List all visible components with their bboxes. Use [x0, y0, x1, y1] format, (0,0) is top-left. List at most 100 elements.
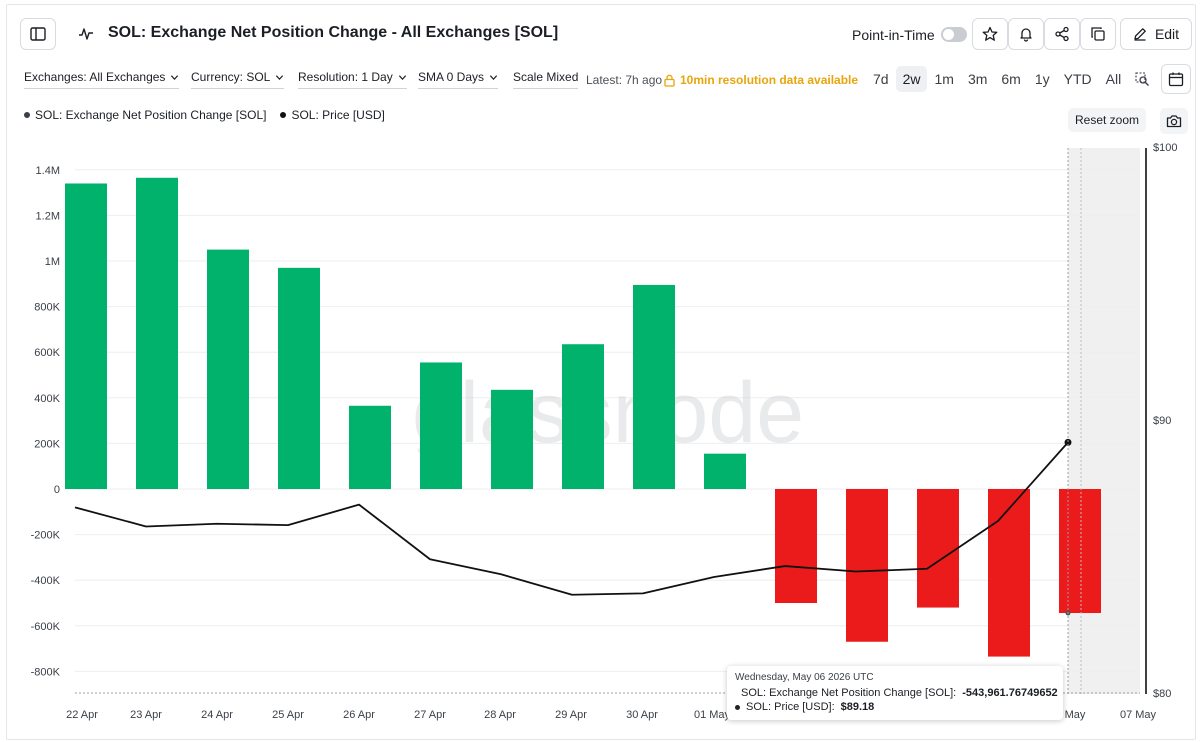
bar-series — [65, 177, 1101, 657]
lock-icon — [664, 74, 675, 87]
zoom-select-button[interactable] — [1128, 66, 1157, 92]
tooltip-date: Wednesday, May 06 2026 UTC — [735, 672, 874, 683]
calendar-icon — [1168, 72, 1184, 87]
currency-dropdown[interactable]: Currency: SOL — [191, 70, 285, 89]
bar-05-may[interactable] — [988, 489, 1030, 657]
legend-label: SOL: Price [USD] — [291, 108, 385, 122]
point-in-time-toggle[interactable] — [941, 27, 967, 42]
y-left-tick-label: -800K — [31, 666, 61, 678]
activity-icon — [79, 28, 93, 40]
grid-lines — [75, 169, 1140, 672]
camera-icon — [1166, 115, 1182, 128]
point-in-time-label: Point-in-Time — [852, 27, 935, 43]
bar-22-apr[interactable] — [65, 183, 107, 490]
x-tick-label: 28 Apr — [484, 709, 516, 721]
bar-23-apr[interactable] — [136, 177, 178, 489]
y-left-tick-label: 800K — [34, 302, 60, 314]
x-tick-label: 27 Apr — [414, 709, 446, 721]
share-button[interactable] — [1044, 18, 1080, 50]
latest-update-text: Latest: 7h ago — [586, 73, 663, 87]
x-tick-label: 25 Apr — [272, 709, 304, 721]
x-tick-label: 30 Apr — [626, 709, 658, 721]
duplicate-button[interactable] — [1080, 18, 1116, 50]
sidebar-icon — [30, 27, 46, 41]
exchanges-dropdown[interactable]: Exchanges: All Exchanges — [24, 70, 180, 89]
scale-dropdown[interactable]: Scale Mixed — [513, 70, 579, 89]
bar-02-may[interactable] — [775, 489, 817, 603]
price-point-highlight[interactable] — [1064, 438, 1072, 446]
x-tick-label: 26 Apr — [343, 709, 375, 721]
zoom-area-icon — [1135, 71, 1150, 86]
exchanges-label: Exchanges: All Exchanges — [24, 70, 166, 84]
chart-tooltip: Wednesday, May 06 2026 UTC SOL: Exchange… — [727, 666, 1063, 720]
y-right-tick-label: $100 — [1153, 142, 1177, 154]
bar-26-apr[interactable] — [349, 405, 391, 489]
bar-24-apr[interactable] — [207, 249, 249, 489]
y-left-tick-label: -600K — [31, 621, 61, 633]
range-1m[interactable]: 1m — [934, 71, 954, 87]
price-line[interactable] — [74, 441, 1069, 596]
range-3m[interactable]: 3m — [967, 71, 988, 87]
chart-legend: SOL: Exchange Net Position Change [SOL] … — [24, 108, 385, 122]
x-tick-label: 22 Apr — [66, 709, 98, 721]
y-left-tick-label: 1M — [45, 256, 60, 268]
date-picker-button[interactable] — [1161, 64, 1191, 94]
page-title: SOL: Exchange Net Position Change - All … — [108, 24, 559, 41]
y-left-tick-label: 200K — [34, 438, 60, 450]
favorite-button[interactable] — [972, 18, 1008, 50]
range-ytd[interactable]: YTD — [1063, 71, 1092, 87]
tooltip-value: -543,961.76749652 — [962, 687, 1058, 699]
y-right-tick-label: $90 — [1153, 415, 1171, 427]
chevron-down-icon — [276, 74, 284, 80]
range-2w[interactable]: 2w — [895, 66, 928, 92]
range-6m[interactable]: 6m — [1001, 71, 1021, 87]
x-axis: 22 Apr 23 Apr 24 Apr 25 Apr 26 Apr 27 Apr 28 A… — [66, 709, 1156, 721]
bar-25-apr[interactable] — [278, 267, 320, 489]
x-tick-label: 07 May — [1120, 709, 1157, 721]
range-1y[interactable]: 1y — [1034, 71, 1050, 87]
tooltip-row-net-position: SOL: Exchange Net Position Change [SOL]:… — [735, 686, 1058, 700]
edit-button[interactable]: Edit — [1120, 18, 1192, 50]
legend-label: SOL: Exchange Net Position Change [SOL] — [35, 108, 267, 122]
y-left-tick-label: 1.4M — [36, 165, 60, 177]
range-7d[interactable]: 7d — [873, 71, 889, 87]
resolution-dropdown[interactable]: Resolution: 1 Day — [298, 70, 407, 89]
bar-01-may[interactable] — [704, 453, 746, 489]
y-left-tick-label: 600K — [34, 347, 60, 359]
bar-06-may[interactable] — [1059, 489, 1101, 614]
star-icon — [982, 26, 998, 41]
alert-button[interactable] — [1008, 18, 1044, 50]
screenshot-button[interactable] — [1160, 108, 1188, 134]
x-tick-label: May — [1065, 709, 1086, 721]
bar-29-apr[interactable] — [562, 344, 604, 489]
x-tick-label: 01 May — [694, 709, 731, 721]
x-tick-label: 23 Apr — [130, 709, 162, 721]
legend-dot — [280, 112, 287, 118]
x-tick-label: 24 Apr — [201, 709, 233, 721]
y-left-tick-label: 0 — [54, 484, 60, 496]
chevron-down-icon — [489, 74, 498, 80]
chart-header: SOL: Exchange Net Position Change - All … — [20, 18, 1192, 52]
legend-item-price[interactable]: SOL: Price [USD] — [280, 108, 385, 122]
bar-27-apr[interactable] — [420, 362, 462, 489]
bar-30-apr[interactable] — [633, 284, 675, 489]
bar-28-apr[interactable] — [491, 389, 533, 489]
tooltip-row-price: SOL: Price [USD]: $89.18 — [735, 700, 1055, 714]
edit-label: Edit — [1154, 26, 1180, 42]
toggle-knob — [943, 29, 954, 40]
resolution-note[interactable]: 10min resolution data available — [664, 73, 858, 87]
tooltip-value: $89.18 — [840, 701, 875, 713]
sidebar-toggle-button[interactable] — [20, 18, 56, 50]
bar-03-may[interactable] — [846, 489, 888, 642]
range-all[interactable]: All — [1105, 71, 1122, 87]
resolution-note-text: 10min resolution data available — [680, 73, 859, 87]
reset-zoom-button[interactable]: Reset zoom — [1068, 108, 1146, 132]
tooltip-label: SOL: Exchange Net Position Change [SOL]: — [741, 687, 957, 699]
legend-item-net-position[interactable]: SOL: Exchange Net Position Change [SOL] — [24, 108, 266, 122]
bar-04-may[interactable] — [917, 489, 959, 608]
currency-label: Currency: SOL — [191, 70, 271, 84]
x-tick-label: 29 Apr — [555, 709, 587, 721]
bell-icon — [1020, 28, 1032, 42]
sma-dropdown[interactable]: SMA 0 Days — [418, 70, 499, 89]
